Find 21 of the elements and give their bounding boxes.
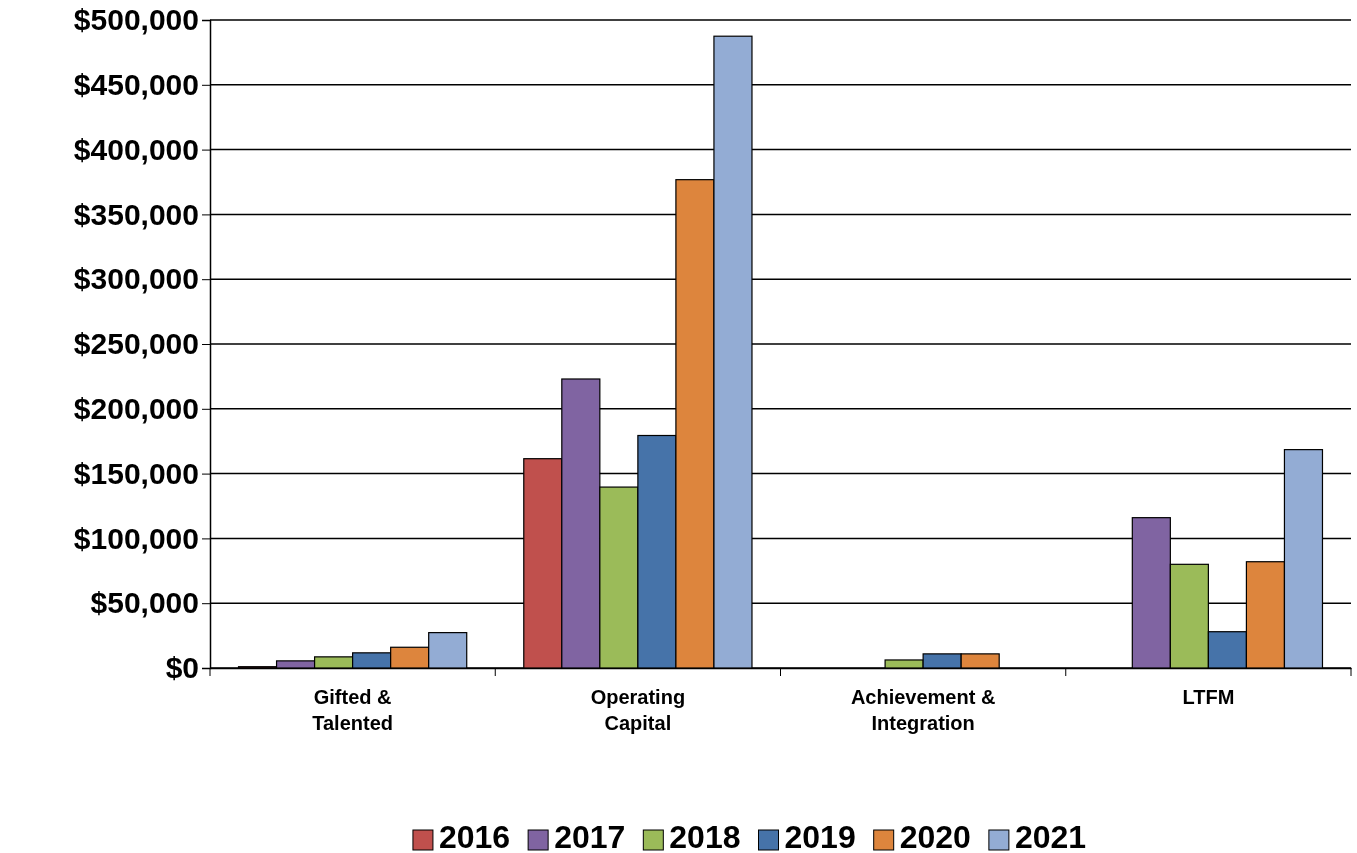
- y-tick-label: $500,000: [73, 3, 199, 37]
- y-tick-label: $350,000: [73, 197, 199, 231]
- y-tick-label: $50,000: [90, 586, 199, 620]
- legend-label: 2021: [1014, 819, 1087, 853]
- x-tick-label: Operating Capital: [590, 686, 686, 734]
- y-tick-label: $400,000: [73, 132, 199, 166]
- y-tick-label: $450,000: [73, 67, 199, 101]
- x-tick-label: LTFM: [1182, 686, 1235, 708]
- legend-label: 2016: [438, 819, 511, 853]
- legend-label: 2017: [554, 819, 626, 853]
- y-tick-label: $300,000: [73, 262, 199, 296]
- x-tick-label: Achievement & Integration: [850, 686, 996, 734]
- y-tick-label: $0: [165, 651, 199, 685]
- legend-label: 2018: [669, 819, 741, 853]
- y-tick-label: $100,000: [73, 521, 199, 555]
- legend-label: 2020: [899, 819, 971, 853]
- y-tick-label: $150,000: [73, 456, 199, 490]
- legend-label: 2019: [784, 819, 856, 853]
- y-tick-label: $200,000: [73, 391, 199, 425]
- y-tick-label: $250,000: [73, 327, 199, 361]
- x-tick-label: Gifted & Talented: [312, 686, 394, 734]
